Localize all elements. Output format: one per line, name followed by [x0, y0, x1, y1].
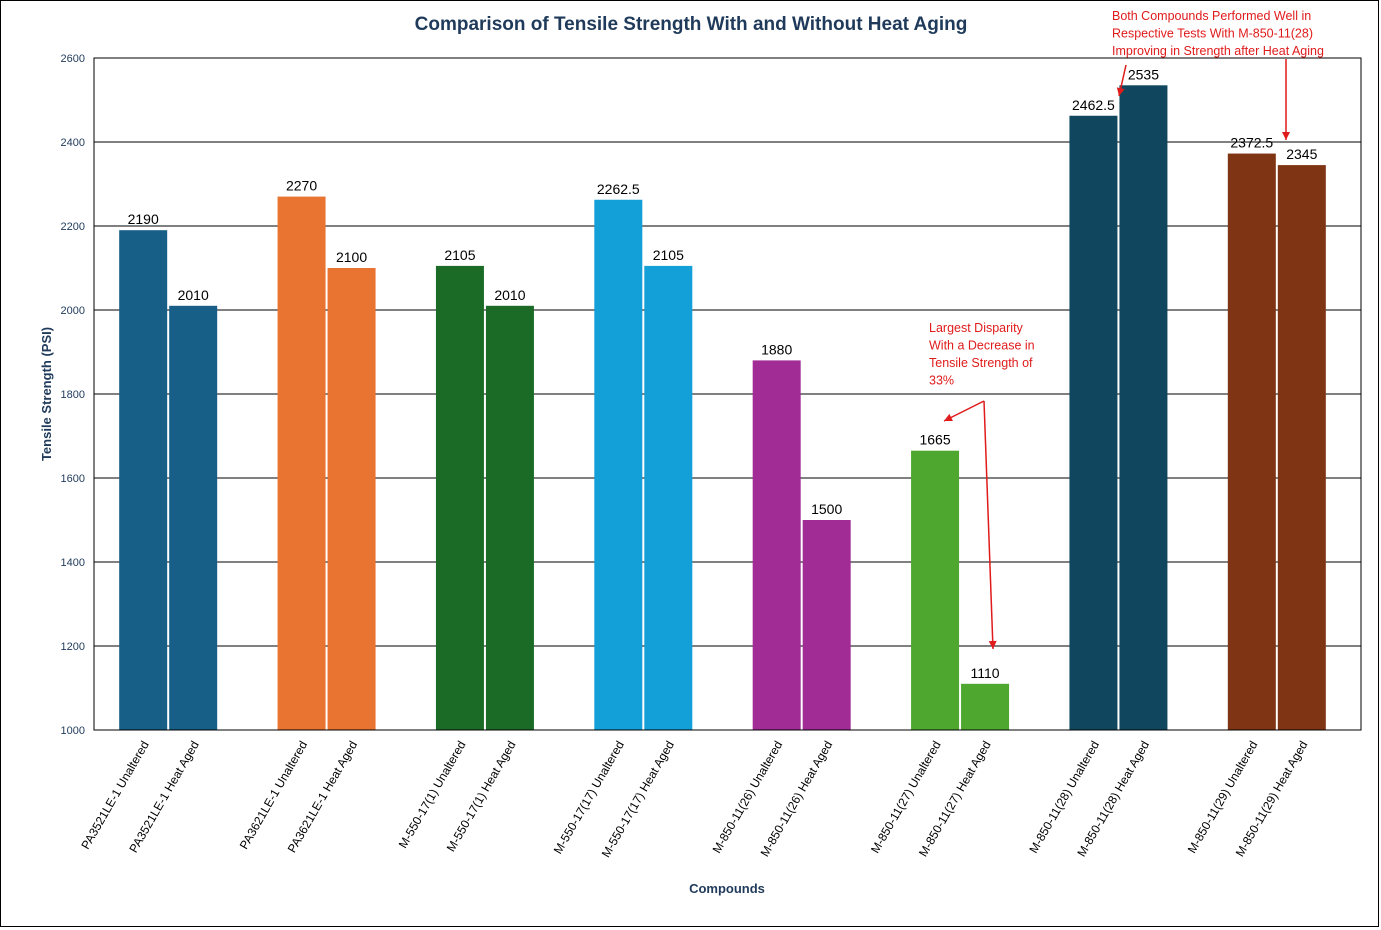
y-tick-label: 1800 — [61, 389, 85, 401]
data-label: 2462.5 — [1072, 97, 1115, 113]
annotation-text: Improving in Strength after Heat Aging — [1112, 44, 1324, 58]
data-label: 1665 — [919, 432, 950, 448]
bar — [911, 450, 960, 730]
y-tick-labels: 1000 1200 1400 1600 1800 2000 2200 2400 2600 — [61, 53, 85, 737]
data-label: 2190 — [128, 211, 159, 227]
annotation-arrowhead — [988, 640, 997, 649]
data-label: 2100 — [336, 249, 367, 265]
bar — [802, 520, 851, 730]
annotation-text: With a Decrease in — [929, 339, 1035, 353]
data-label: 2262.5 — [597, 181, 640, 197]
plot-area-border — [93, 57, 1362, 731]
y-tick-label: 2200 — [61, 221, 85, 233]
annotation-arrowhead — [1116, 87, 1125, 96]
bars — [119, 85, 1326, 731]
bar — [435, 265, 484, 730]
chart-title: Comparison of Tensile Strength With and … — [415, 14, 968, 35]
annotation-text: Largest Disparity — [929, 321, 1024, 335]
bar — [752, 360, 801, 730]
bar — [277, 196, 326, 731]
bar — [169, 305, 218, 730]
annotation-arrow-line — [983, 400, 994, 650]
data-label: 2270 — [286, 178, 317, 194]
y-tick-label: 1400 — [61, 557, 85, 569]
bar — [485, 305, 534, 730]
bar — [961, 683, 1010, 730]
bar — [1119, 85, 1168, 731]
data-label: 2010 — [494, 287, 525, 303]
y-tick-label: 1200 — [61, 641, 85, 653]
data-label: 2372.5 — [1230, 135, 1273, 151]
data-label: 2010 — [178, 287, 209, 303]
annotation-text: Tensile Strength of — [929, 356, 1033, 370]
annotations: Largest Disparity With a Decrease in Tensi… — [929, 9, 1324, 650]
y-tick-label: 1600 — [61, 473, 85, 485]
data-label: 2535 — [1128, 66, 1159, 82]
annotation-arrowhead — [944, 413, 953, 421]
bar — [327, 268, 376, 730]
annotation-text: Both Compounds Performed Well in — [1112, 9, 1311, 23]
data-label: 1880 — [761, 341, 792, 357]
bar — [1227, 153, 1276, 731]
annotation-arrowhead — [1282, 132, 1290, 140]
y-tick-label: 2000 — [61, 305, 85, 317]
bar — [119, 230, 168, 730]
data-label: 2345 — [1286, 146, 1317, 162]
annotation-text: 33% — [929, 374, 954, 388]
bar — [594, 199, 643, 730]
plot-border — [93, 57, 1362, 731]
bar — [1277, 165, 1326, 731]
data-labels: 2190 2010 2270 2100 2105 2010 2262.5 2105 1880 15… — [128, 66, 1318, 681]
data-label: 2105 — [653, 247, 684, 263]
annotation-text: Respective Tests With M-850-11(28) — [1112, 27, 1313, 41]
x-axis-title: Compounds — [689, 881, 765, 896]
bar — [1069, 115, 1118, 730]
y-tick-label: 2400 — [61, 137, 85, 149]
y-axis-title: Tensile Strength (PSI) — [39, 327, 54, 461]
bar — [644, 265, 693, 730]
data-label: 2105 — [444, 247, 475, 263]
y-tick-label: 1000 — [61, 725, 85, 737]
y-tick-label: 2600 — [61, 53, 85, 65]
data-label: 1110 — [971, 665, 1000, 681]
data-label: 1500 — [811, 501, 842, 517]
